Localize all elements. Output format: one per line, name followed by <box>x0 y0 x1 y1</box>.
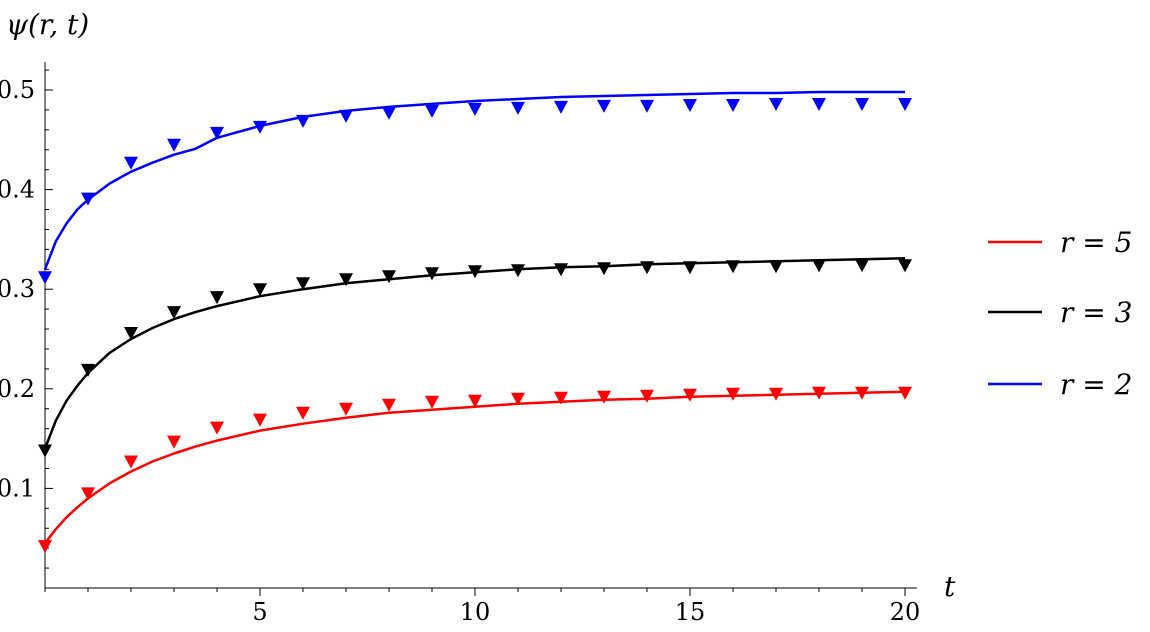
series-layer <box>38 90 912 554</box>
data-point <box>769 387 783 401</box>
data-point <box>898 97 912 111</box>
x-tick-label: 20 <box>890 598 921 626</box>
data-point <box>38 444 52 458</box>
data-point <box>683 388 697 402</box>
series-line <box>43 257 906 450</box>
data-point <box>855 386 869 400</box>
y-tick-label: 0.1 <box>0 474 35 502</box>
data-point <box>554 391 568 405</box>
y-tick-label: 0.3 <box>0 275 35 303</box>
data-point <box>124 156 138 170</box>
data-point <box>81 192 95 206</box>
series-line <box>43 90 905 270</box>
data-point <box>855 259 869 273</box>
x-tick-label: 15 <box>675 598 706 626</box>
data-point <box>425 395 439 409</box>
data-point <box>167 138 181 152</box>
data-point <box>425 267 439 281</box>
series-line <box>44 390 906 544</box>
data-point <box>812 259 826 273</box>
data-point <box>511 101 525 115</box>
data-point <box>640 261 654 275</box>
legend-item[interactable]: r = 3 <box>988 296 1132 329</box>
data-point <box>597 262 611 276</box>
data-point <box>253 283 267 297</box>
y-tick-label: 0.4 <box>0 176 35 204</box>
data-point <box>898 259 912 273</box>
y-tick-label: 0.2 <box>0 375 35 403</box>
data-point <box>769 260 783 274</box>
x-tick-label: 10 <box>460 598 491 626</box>
series-r3 <box>38 257 912 458</box>
data-point <box>468 102 482 116</box>
data-point <box>640 99 654 113</box>
data-point <box>167 306 181 320</box>
data-point <box>683 98 697 112</box>
data-point <box>726 387 740 401</box>
data-point <box>597 390 611 404</box>
data-point <box>855 97 869 111</box>
data-point <box>511 264 525 278</box>
data-point <box>382 398 396 412</box>
axes: 0.1 0.2 0.3 0.4 0.5 5 10 15 20 <box>0 62 920 626</box>
data-point <box>468 265 482 279</box>
data-point <box>167 435 181 449</box>
data-point <box>339 402 353 416</box>
data-point <box>640 389 654 403</box>
data-point <box>554 100 568 114</box>
legend-item[interactable]: r = 5 <box>988 226 1132 259</box>
data-point <box>726 98 740 112</box>
data-point <box>124 327 138 341</box>
data-point <box>769 97 783 111</box>
data-point <box>597 99 611 113</box>
data-point <box>554 263 568 277</box>
data-point <box>296 406 310 420</box>
legend-label: r = 3 <box>1060 296 1132 329</box>
legend-label: r = 2 <box>1060 368 1132 401</box>
data-point <box>339 109 353 123</box>
series-r2 <box>38 90 912 285</box>
data-point <box>812 386 826 400</box>
data-point <box>382 106 396 120</box>
data-point <box>253 120 267 134</box>
x-ticks: 5 10 15 20 <box>44 588 921 626</box>
data-point <box>683 261 697 275</box>
data-point <box>339 273 353 287</box>
data-point <box>38 271 52 285</box>
data-point <box>812 97 826 111</box>
data-point <box>210 291 224 305</box>
data-point <box>296 277 310 291</box>
x-tick-label: 5 <box>252 598 267 626</box>
data-point <box>210 421 224 435</box>
legend[interactable]: r = 5 r = 3 r = 2 <box>988 226 1132 401</box>
y-axis-label: ψ(r, t) <box>6 8 89 41</box>
legend-label: r = 5 <box>1060 226 1132 259</box>
x-axis-label: t <box>944 570 956 603</box>
data-point <box>382 270 396 284</box>
data-point <box>898 386 912 400</box>
data-point <box>210 126 224 140</box>
legend-item[interactable]: r = 2 <box>988 368 1132 401</box>
data-point <box>468 394 482 408</box>
data-point <box>296 114 310 128</box>
data-point <box>425 104 439 118</box>
data-point <box>253 413 267 427</box>
series-r5 <box>38 386 912 554</box>
data-point <box>38 540 52 554</box>
y-tick-label: 0.5 <box>0 76 35 104</box>
data-point <box>124 455 138 469</box>
data-point <box>726 260 740 274</box>
y-ticks: 0.1 0.2 0.3 0.4 0.5 <box>0 69 53 569</box>
data-point <box>81 487 95 501</box>
data-point <box>81 363 95 377</box>
data-point <box>511 392 525 406</box>
